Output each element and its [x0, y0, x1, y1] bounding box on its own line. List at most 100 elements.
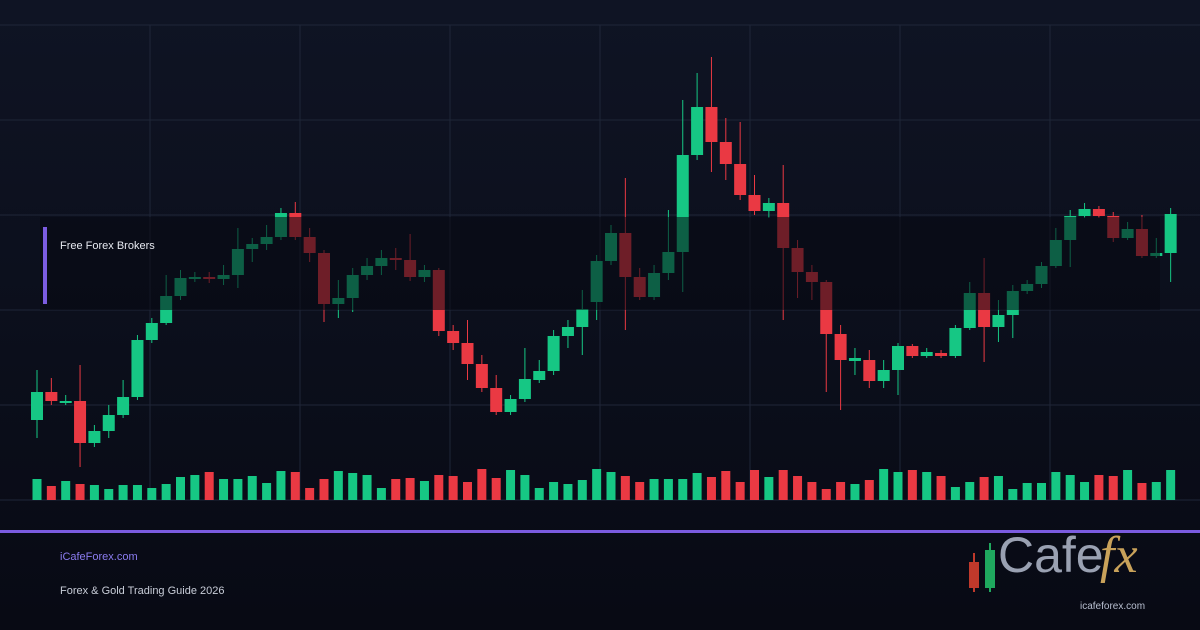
volume-bar	[1094, 475, 1104, 500]
candle-body	[131, 340, 144, 397]
volume-bar	[1065, 475, 1075, 500]
candle-body	[935, 353, 948, 356]
banner-accent	[43, 227, 47, 304]
volume-bar	[219, 479, 229, 500]
volume-bar	[477, 469, 487, 500]
candle-body	[748, 195, 761, 211]
volume-bar	[936, 476, 946, 500]
volume-bar	[907, 470, 917, 500]
candle-body	[102, 415, 115, 431]
candle-body	[117, 397, 130, 415]
volume-bar	[750, 470, 759, 500]
volume-bar	[821, 489, 831, 500]
volume-bar	[534, 488, 544, 500]
logo-url: icafeforex.com	[1080, 601, 1145, 612]
volume-bar	[305, 488, 315, 500]
volume-bar	[1037, 483, 1046, 500]
banner-overlay	[40, 217, 1160, 310]
footer-site: iCafeForex.com	[60, 551, 138, 563]
volume-bar	[678, 479, 688, 500]
candle-body	[490, 388, 503, 412]
candle-body	[920, 352, 933, 356]
volume-bar	[463, 482, 472, 500]
volume-bar	[348, 473, 358, 500]
volume-bar	[577, 480, 587, 500]
candle-body	[719, 142, 732, 164]
volume-bar	[89, 485, 99, 500]
volume-bar	[1123, 470, 1133, 500]
candle-body	[576, 309, 589, 327]
volume-bar	[290, 472, 300, 500]
candle-body	[447, 331, 460, 343]
volume-bar	[161, 484, 171, 500]
candle-body	[906, 346, 919, 356]
volume-bar	[635, 482, 645, 500]
volume-bar	[520, 475, 530, 500]
volume-bar	[692, 473, 702, 500]
candle-body	[949, 328, 962, 356]
volume-bar	[1051, 472, 1061, 500]
volume-bar	[764, 477, 774, 500]
candle-body	[145, 323, 158, 340]
volume-bar	[721, 471, 731, 500]
volume-bar	[176, 477, 185, 500]
volume-bar	[592, 469, 602, 500]
volume-bar	[850, 484, 860, 500]
logo-icon	[969, 543, 995, 592]
volume-bar	[506, 470, 516, 500]
volume-bar	[319, 479, 329, 500]
volume-bar	[706, 477, 716, 500]
candle-body	[31, 392, 43, 420]
candle-body	[834, 334, 847, 360]
volume-bar	[190, 475, 200, 500]
candle-body	[877, 370, 890, 381]
volume-bar	[993, 476, 1003, 500]
candle-body	[734, 164, 747, 195]
candle-body	[705, 107, 718, 142]
candle-body	[547, 336, 560, 371]
volume-bar	[448, 476, 458, 500]
candle-body	[1092, 209, 1105, 216]
volume-bar	[735, 482, 745, 500]
footer-subtitle: Forex & Gold Trading Guide 2026	[60, 585, 224, 597]
candle-body	[691, 107, 704, 155]
volume-bar	[649, 479, 659, 500]
volume-bar	[922, 472, 932, 500]
volume-bar	[864, 480, 874, 500]
volume-bar	[620, 476, 630, 500]
banner-label: Free Forex Brokers	[60, 240, 155, 252]
volume-bar	[879, 469, 889, 500]
volume-bar	[75, 484, 85, 500]
volume-bar	[333, 471, 343, 500]
volume-bar	[1008, 489, 1018, 500]
volume-bar	[1151, 482, 1161, 500]
volume-bar	[434, 475, 444, 500]
candle-body	[504, 399, 517, 412]
candle-body	[88, 431, 101, 443]
volume-bar	[362, 475, 372, 500]
volume-bar	[807, 482, 817, 500]
volume-bar	[965, 482, 975, 500]
candle-body	[561, 327, 574, 336]
volume-bar	[46, 486, 56, 500]
volume-bar	[32, 479, 42, 500]
volume-bar	[793, 476, 803, 500]
divider	[0, 530, 1200, 533]
volume-bar	[1108, 476, 1118, 500]
candle-body	[533, 371, 546, 380]
candle-body	[848, 358, 861, 361]
volume-bar	[104, 489, 114, 500]
volume-bar	[61, 481, 71, 500]
volume-bar	[950, 487, 960, 500]
volume-bar	[1137, 483, 1147, 500]
volume-bar	[778, 470, 788, 500]
volume-bar	[549, 482, 559, 500]
candle-body	[863, 360, 876, 381]
volume-bar	[233, 479, 243, 500]
candle-body	[518, 379, 531, 399]
volume-bar	[405, 478, 415, 500]
candle-body	[45, 392, 58, 401]
volume-bar	[1166, 470, 1176, 500]
volume-bar	[118, 485, 128, 500]
